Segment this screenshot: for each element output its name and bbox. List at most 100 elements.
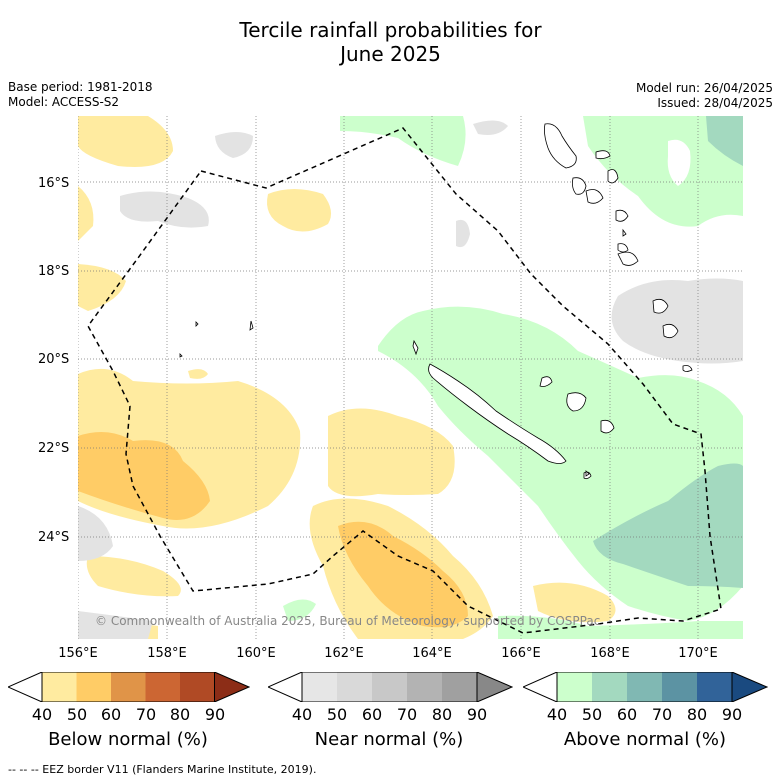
above-region-hole <box>667 139 691 186</box>
chesterfield-islet-c <box>179 353 183 358</box>
near-normal-regions <box>78 120 743 639</box>
meta-right: Model run: 26/04/2025 Issued: 28/04/2025 <box>636 81 773 111</box>
cbar-near-extend-left <box>268 672 303 702</box>
lon-label-160e: 160°E <box>236 646 276 661</box>
colorbar-below-normal <box>8 672 250 702</box>
chesterfield-islet-a <box>195 321 199 327</box>
title-line-1: Tercile rainfall probabilities for <box>239 18 542 42</box>
walpole-islet <box>585 470 590 477</box>
lat-label-18s: 18°S <box>38 264 70 279</box>
below-region-west-mid <box>78 264 126 311</box>
cbar-near-bin-4 <box>407 672 442 702</box>
matthew-island <box>682 365 693 372</box>
base-period: Base period: 1981-2018 <box>8 80 153 94</box>
below-normal-60-regions <box>78 432 468 628</box>
above-normal-60-regions <box>593 116 743 588</box>
cbar-below-tick-50: 50 <box>66 705 88 724</box>
cbar-below-bin-5 <box>180 672 215 702</box>
mare-island <box>600 419 615 434</box>
colorbar-above-normal <box>523 672 768 702</box>
meta-left: Base period: 1981-2018 Model: ACCESS-S2 <box>8 80 153 110</box>
cbar-below-bin-3 <box>111 672 146 702</box>
belep-islands <box>412 339 419 356</box>
near-region-west <box>120 191 209 228</box>
cbar-above-title: Above normal (%) <box>563 729 727 750</box>
cbar-below-tick-80: 80 <box>169 705 191 724</box>
cbar-above-bin-4 <box>662 672 697 702</box>
cbar-above-tick-70: 70 <box>651 705 673 724</box>
cbar-below-tick-40: 40 <box>31 705 53 724</box>
cbar-above-bin-5 <box>697 672 732 702</box>
lat-label-20s: 20°S <box>38 352 70 367</box>
vanuatu-tanna <box>617 251 639 266</box>
vanuatu-malekula <box>572 177 587 195</box>
above60-region-ne-corner <box>706 116 743 166</box>
lon-label-164e: 164°E <box>412 646 452 661</box>
cbar-above-bin-3 <box>627 672 662 702</box>
model-name: Model: ACCESS-S2 <box>8 95 120 109</box>
vanuatu-islet <box>622 228 627 237</box>
cbar-above-bin-2 <box>592 672 627 702</box>
hunter-island-b <box>662 323 679 339</box>
new-caledonia-island <box>428 363 567 464</box>
below60-region-west <box>78 432 210 520</box>
ouvea-island <box>539 376 553 387</box>
cbar-near-tick-40: 40 <box>291 705 313 724</box>
eez-border <box>87 127 722 634</box>
below-region-center-north <box>267 189 332 232</box>
cbar-above-outline <box>556 672 733 702</box>
cbar-above-tick-80: 80 <box>686 705 708 724</box>
lon-label-168e: 168°E <box>590 646 630 661</box>
vanuatu-efate <box>615 209 629 222</box>
gridlines <box>78 116 743 639</box>
cbar-near-extend-right <box>476 672 513 702</box>
cbar-below-bin-1 <box>42 672 77 702</box>
map-title: Tercile rainfall probabilities for June … <box>0 18 781 66</box>
lat-label-24s: 24°S <box>38 530 70 545</box>
cbar-above-tick-90: 90 <box>721 705 743 724</box>
lon-label-162e: 162°E <box>324 646 364 661</box>
map-svg <box>78 116 743 639</box>
below-region-west-edge <box>78 186 94 241</box>
title-line-2: June 2025 <box>340 42 441 66</box>
below-region-sw-corner <box>86 556 181 597</box>
cbar-near-outline <box>301 672 478 702</box>
below-region-south-center <box>328 408 455 497</box>
cbar-above-tick-50: 50 <box>581 705 603 724</box>
below-region-se-blob <box>533 582 616 623</box>
map-panel <box>78 116 743 639</box>
above-region-ne <box>583 116 743 227</box>
vanuatu-espiritu-santo <box>544 123 577 169</box>
cbar-below-tick-90: 90 <box>204 705 226 724</box>
copyright-notice: © Commonwealth of Australia 2025, Bureau… <box>95 614 601 628</box>
near-region-north-small <box>215 132 253 158</box>
below-region-small-blob <box>188 369 208 379</box>
cbar-above-extend-left <box>523 672 558 702</box>
coastlines <box>179 123 693 480</box>
cbar-below-outline <box>41 672 215 702</box>
below60-region-south <box>338 521 468 628</box>
cbar-above-tick-40: 40 <box>546 705 568 724</box>
near-region-ne-small <box>473 120 508 135</box>
cbar-below-extend-right <box>214 672 250 702</box>
lon-label-166e: 166°E <box>501 646 541 661</box>
cbar-near-bin-1 <box>302 672 337 702</box>
above60-region-se <box>593 463 743 588</box>
lifou-island <box>566 392 587 412</box>
cbar-below-bin-2 <box>76 672 111 702</box>
model-run: Model run: 26/04/2025 <box>635 81 773 95</box>
lon-label-170e: 170°E <box>678 646 718 661</box>
above-region-south-small <box>283 599 316 621</box>
near-region-east <box>611 278 743 364</box>
cbar-near-tick-80: 80 <box>431 705 453 724</box>
near-region-sw-edge <box>78 506 113 561</box>
cbar-near-tick-90: 90 <box>466 705 488 724</box>
hunter-island-a <box>652 298 669 314</box>
cbar-near-bin-5 <box>442 672 477 702</box>
lat-label-22s: 22°S <box>38 441 70 456</box>
cbar-below-title: Below normal (%) <box>48 729 208 750</box>
cbar-below-bin-4 <box>145 672 180 702</box>
lon-label-156e: 156°E <box>58 646 98 661</box>
cbar-below-tick-60: 60 <box>100 705 122 724</box>
cbar-near-title: Near normal (%) <box>314 729 464 750</box>
